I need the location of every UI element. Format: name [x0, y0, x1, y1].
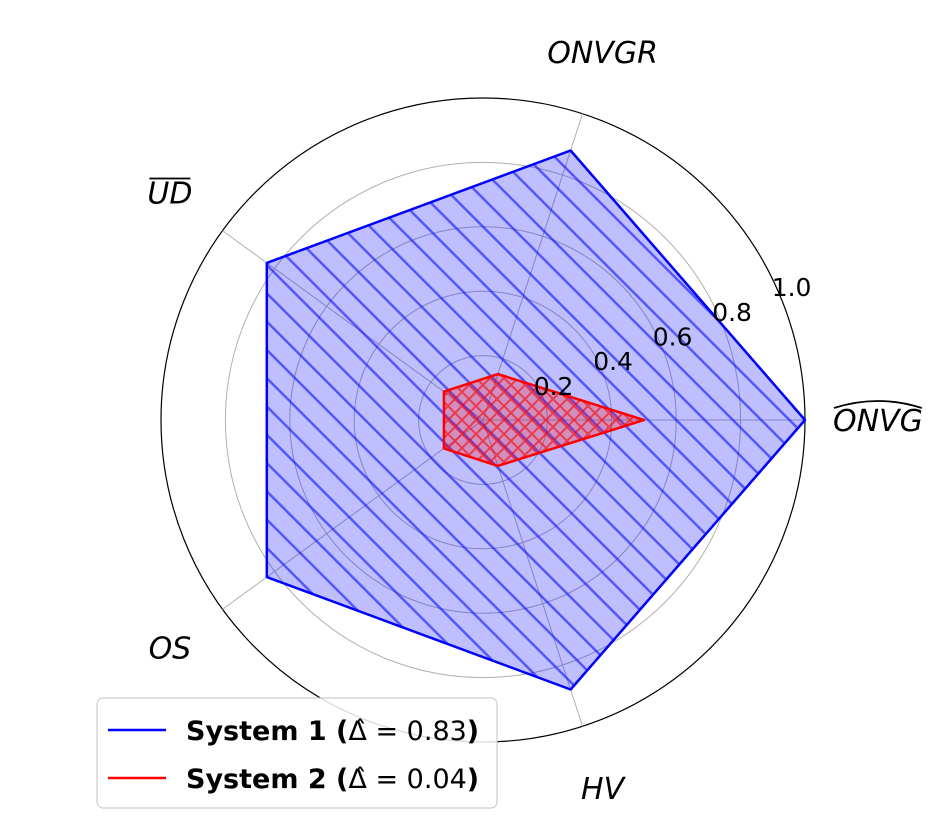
legend: System 1 (Δ̂ = 0.83) System 2 (Δ̂ = 0.04) — [96, 697, 498, 809]
axis-label-text: ONVGR — [547, 36, 658, 71]
series-hatch — [443, 374, 644, 466]
axis-label-text: ONVG — [833, 404, 923, 439]
axis-label-layer: ONVG ONVGR UD OS HV — [147, 36, 922, 807]
r-tick-label: 0.4 — [593, 347, 633, 376]
series-layer — [265, 149, 807, 691]
axis-label-text: HV — [581, 772, 627, 807]
axis-label-onvgr: ONVGR — [547, 36, 658, 71]
legend-box — [96, 697, 498, 809]
axis-label-hv: HV — [581, 772, 627, 807]
tick-label-layer: 0.2 0.4 0.6 0.8 1.0 — [534, 273, 812, 401]
series-2 — [442, 372, 646, 468]
axis-label-os: OS — [149, 632, 192, 667]
r-tick-label: 1.0 — [772, 273, 812, 302]
legend-entry-2: System 2 (Δ̂ = 0.04) — [108, 764, 479, 795]
legend-label: System 1 (Δ̂ = 0.83) — [186, 716, 479, 747]
axis-label-onvg: ONVG — [833, 400, 923, 439]
axis-label-ud: UD — [147, 177, 192, 212]
hat-mark — [833, 400, 923, 409]
r-tick-label: 0.2 — [534, 372, 574, 401]
legend-label: System 2 (Δ̂ = 0.04) — [186, 764, 479, 795]
axis-label-text: UD — [147, 177, 192, 212]
r-tick-label: 0.8 — [712, 298, 752, 327]
legend-entry-1: System 1 (Δ̂ = 0.83) — [108, 716, 479, 747]
delta-symbol: Δ̂ — [348, 764, 367, 795]
r-tick-label: 0.6 — [653, 323, 693, 352]
series-outline — [442, 372, 646, 468]
delta-symbol: Δ̂ — [348, 716, 367, 747]
series-outline — [265, 149, 807, 691]
axis-label-text: OS — [149, 632, 192, 667]
